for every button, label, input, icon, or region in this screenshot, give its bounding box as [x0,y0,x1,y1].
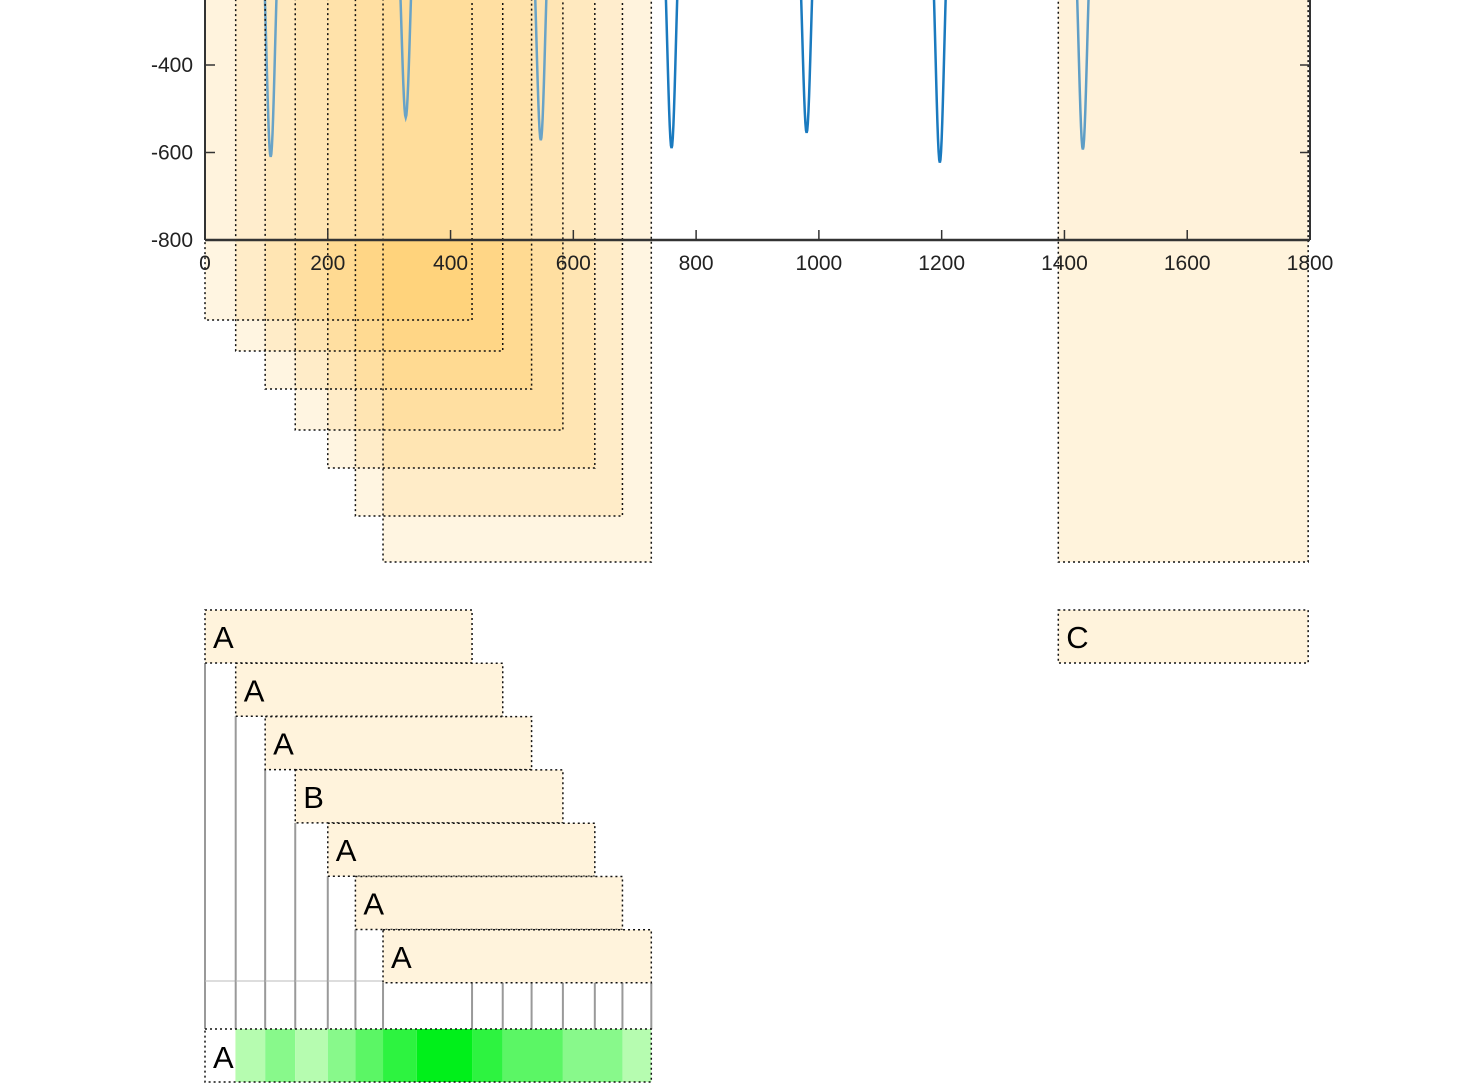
window-label-6: A [363,887,384,922]
window-frame-1 [204,0,473,321]
window-label-box-2 [234,662,504,718]
window-label-box-6 [354,875,624,931]
signal-tint-left [205,0,652,240]
x-tick-label-1800: 1800 [1287,252,1334,275]
heatmap-cell-8 [416,1029,473,1082]
x-tick-label-600: 600 [556,252,591,275]
signal-tint-right [1058,0,1309,240]
consensus-label: A [213,1040,234,1075]
window-label-box-3 [264,715,533,771]
window-frame-5 [327,0,596,469]
window-label-4: B [303,780,324,815]
heatmap-cell-6 [355,1029,384,1082]
heatmap-cell-7 [383,1029,417,1082]
window-frame-6 [354,0,624,517]
window-overlay-8 [1058,0,1309,562]
y-tick-label--400: -400 [151,54,193,77]
heatmap-cell-11 [562,1029,623,1082]
window-overlay-3 [265,0,532,389]
heatmap-cell-2 [235,1029,266,1082]
heatmap-cell-4 [295,1029,328,1082]
window-frame-3 [264,0,533,390]
axes: 0 200 400 600 800 1000 1200 1400 1600 1800 -400 -60… [151,0,1333,275]
signal-series [205,0,1309,240]
window-label-box-1 [204,609,473,664]
window-label-1: A [213,620,234,655]
heatmap-cell-9 [472,1029,503,1082]
window-overlay-4 [295,0,563,430]
heatmap-cell-5 [327,1029,356,1082]
window-label-5: A [336,833,357,868]
window-frame-2 [234,0,504,352]
x-tick-label-1600: 1600 [1164,252,1211,275]
window-label-box-4 [294,769,564,824]
window-frame-4 [294,0,564,431]
window-overlay-frames [204,0,1309,563]
heatmap-cell-10 [502,1029,563,1082]
window-label-2: A [244,673,265,708]
window-overlay-1 [205,0,473,320]
window-overlay-5 [327,0,595,468]
window-overlays [205,0,1309,562]
x-tick-label-400: 400 [433,252,468,275]
heatmap-label-cell [205,1029,235,1082]
window-label-8: C [1066,620,1088,655]
heatmap-cell-3 [265,1029,296,1082]
y-tick-label--800: -800 [151,229,193,252]
window-label-box-8 [1057,609,1309,664]
y-tick-label--600: -600 [151,142,193,165]
consensus-heatmap: A [204,1028,653,1083]
window-label-box-5 [327,822,596,877]
window-label-3: A [273,727,294,762]
x-tick-label-800: 800 [679,252,714,275]
window-label-7: A [391,940,412,975]
window-overlay-2 [235,0,503,351]
x-tick-label-1200: 1200 [918,252,965,275]
x-tick-label-0: 0 [199,252,211,275]
window-frame-8 [1057,0,1309,563]
heatmap-cell-12 [622,1029,652,1082]
x-tick-label-1000: 1000 [796,252,843,275]
x-tick-label-200: 200 [310,252,345,275]
window-overlay-7 [383,0,652,562]
window-label-box-7 [382,929,653,984]
x-tick-label-1400: 1400 [1041,252,1088,275]
